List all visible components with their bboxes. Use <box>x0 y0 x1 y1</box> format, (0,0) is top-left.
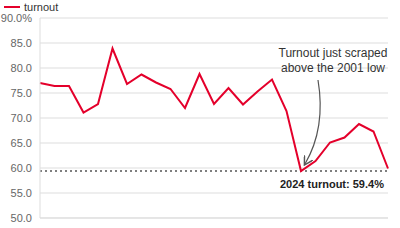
svg-text:80.0: 80.0 <box>11 62 32 74</box>
svg-text:2024 turnout: 59.4%: 2024 turnout: 59.4% <box>280 178 384 190</box>
svg-text:90.0%: 90.0% <box>8 12 32 24</box>
svg-text:65.0: 65.0 <box>11 137 32 149</box>
svg-text:60.0: 60.0 <box>11 162 32 174</box>
svg-text:55.0: 55.0 <box>11 187 32 199</box>
html-text:turnout: turnout <box>24 1 59 13</box>
svg-text:50.0: 50.0 <box>11 212 32 224</box>
svg-text:85.0: 85.0 <box>11 37 32 49</box>
svg-text:75.0: 75.0 <box>11 87 32 99</box>
svg-text:Turnout just scraped: Turnout just scraped <box>279 46 388 60</box>
svg-text:above the 2001 low: above the 2001 low <box>281 61 385 75</box>
svg-text:70.0: 70.0 <box>11 112 32 124</box>
